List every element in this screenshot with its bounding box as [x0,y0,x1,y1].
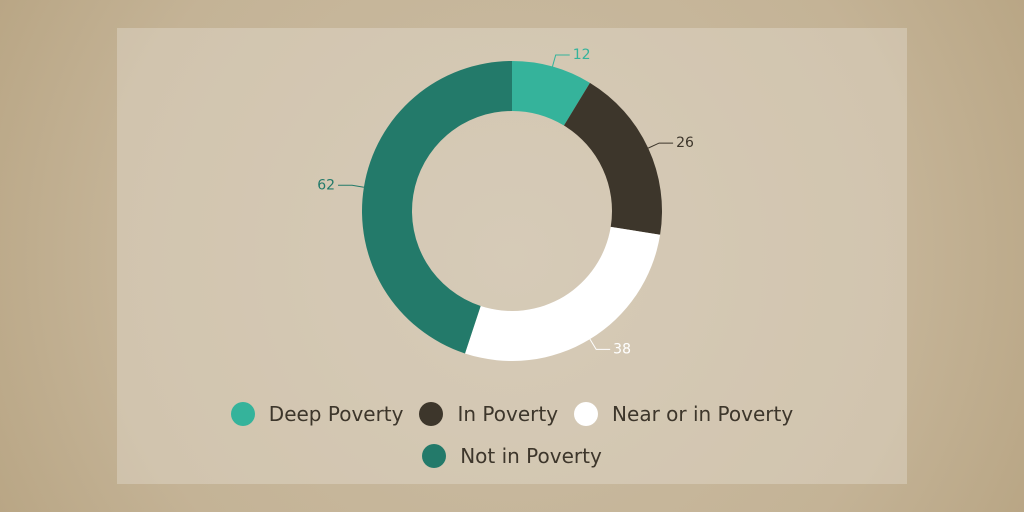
legend-item[interactable]: Not in Poverty [422,444,602,468]
leader-line [589,338,611,350]
donut-segment [362,61,512,354]
legend-swatch [230,402,255,426]
legend-label: Near or in Poverty [612,402,794,426]
legend-item[interactable]: Near or in Poverty [574,402,793,426]
legend-label: Not in Poverty [460,444,602,468]
data-label: 62 [317,177,335,193]
leader-line [338,184,364,188]
donut-segment [563,82,662,235]
legend-swatch [419,402,444,426]
donut-segment [512,61,590,126]
donut-segment [464,226,661,361]
data-label: 38 [613,341,631,357]
legend-item[interactable]: In Poverty [419,402,558,426]
legend-swatch [422,444,447,468]
leader-line [647,142,674,149]
data-label: 12 [573,47,591,63]
data-label: 26 [676,135,694,151]
legend-label: Deep Poverty [268,402,404,426]
legend: Deep Poverty In Poverty Near or in Poverty… [212,402,812,468]
leader-line [551,54,570,67]
legend-swatch [574,402,599,426]
legend-item[interactable]: Deep Poverty [230,402,404,426]
legend-label: In Poverty [457,402,559,426]
